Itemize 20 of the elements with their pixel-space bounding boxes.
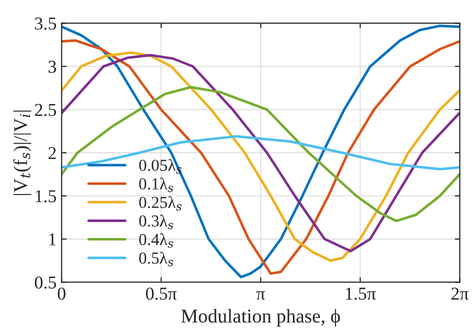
legend-label: 0.3λ$_{s}$ bbox=[139, 214, 174, 230]
x-tick-label: 2π bbox=[452, 288, 469, 300]
legend-label: 0.5λ$_{s}$ bbox=[139, 252, 174, 266]
legend-label: 0.4λ$_{s}$ bbox=[139, 233, 174, 248]
y-tick-label: 1 bbox=[49, 233, 56, 246]
y-tick-label: 3.5 bbox=[35, 18, 56, 30]
y-tick-label: 1.5 bbox=[36, 190, 56, 202]
x-tick-label: 0.5π bbox=[146, 288, 177, 300]
legend-label: 0.25λ$_{s}$ bbox=[139, 196, 182, 211]
y-tick-label: 2.5 bbox=[34, 104, 56, 116]
y-axis-title: |V$_{t}$(f$_{s}$)|/|V$_{i}$| bbox=[13, 110, 32, 196]
y-tick-label: 2 bbox=[48, 147, 56, 159]
x-tick-label: π bbox=[256, 291, 265, 300]
y-tick-label: 3 bbox=[48, 60, 56, 73]
x-tick-label: 0 bbox=[58, 288, 66, 300]
x-tick-label: 1.5π bbox=[346, 288, 376, 300]
x-axis-title: Modulation phase, ϕ bbox=[181, 308, 340, 327]
legend-label: 0.1λ$_{s}$ bbox=[139, 178, 174, 192]
y-tick-label: 0.5 bbox=[34, 276, 56, 289]
legend-label: 0.05λ$_{s}$ bbox=[139, 159, 182, 174]
